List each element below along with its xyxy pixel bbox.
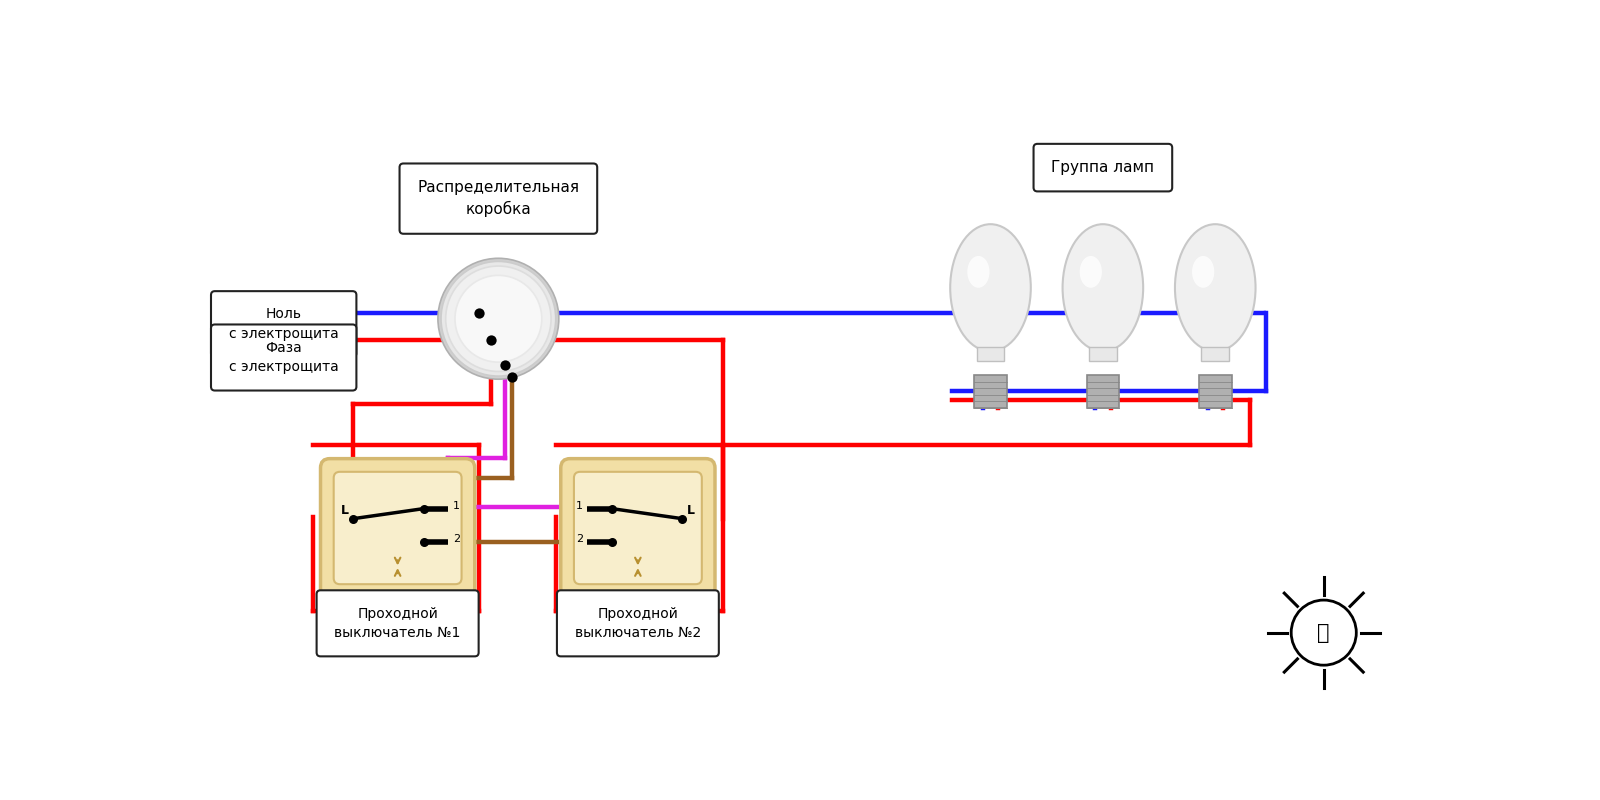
Text: L: L	[686, 504, 694, 517]
FancyBboxPatch shape	[1090, 347, 1117, 362]
Text: Проходной
выключатель №2: Проходной выключатель №2	[574, 606, 701, 640]
Text: 2: 2	[576, 534, 584, 544]
Text: Группа ламп: Группа ламп	[1051, 160, 1154, 175]
FancyBboxPatch shape	[334, 472, 461, 584]
Bar	[974, 375, 1006, 408]
Circle shape	[438, 258, 558, 379]
Point	[478, 334, 504, 346]
FancyBboxPatch shape	[1202, 347, 1229, 362]
Point	[411, 535, 437, 548]
Point	[670, 512, 696, 525]
Point	[491, 359, 517, 372]
Text: Ноль
с электрощита: Ноль с электрощита	[229, 307, 339, 341]
FancyBboxPatch shape	[211, 291, 357, 357]
Circle shape	[454, 275, 542, 362]
FancyBboxPatch shape	[317, 590, 478, 656]
Text: 1: 1	[576, 501, 584, 510]
Text: 1: 1	[453, 501, 461, 510]
Text: 2: 2	[453, 534, 461, 544]
Point	[411, 502, 437, 515]
Text: Проходной
выключатель №1: Проходной выключатель №1	[334, 606, 461, 640]
FancyBboxPatch shape	[211, 325, 357, 390]
Text: 🤜: 🤜	[1317, 622, 1330, 642]
FancyBboxPatch shape	[400, 163, 597, 234]
Point	[598, 535, 624, 548]
Ellipse shape	[968, 256, 989, 288]
FancyBboxPatch shape	[574, 472, 702, 584]
Point	[466, 307, 491, 320]
Bar	[1198, 375, 1232, 408]
FancyBboxPatch shape	[320, 458, 475, 598]
FancyBboxPatch shape	[976, 347, 1005, 362]
Bar	[1086, 375, 1118, 408]
Ellipse shape	[1080, 256, 1102, 288]
Point	[499, 370, 525, 383]
Circle shape	[442, 262, 555, 376]
Text: L: L	[341, 504, 349, 517]
Point	[598, 502, 624, 515]
Ellipse shape	[1192, 256, 1214, 288]
Ellipse shape	[1174, 224, 1256, 351]
Ellipse shape	[1062, 224, 1142, 351]
Text: Фаза
с электрощита: Фаза с электрощита	[229, 341, 339, 374]
FancyBboxPatch shape	[1034, 144, 1173, 191]
FancyBboxPatch shape	[560, 458, 715, 598]
Ellipse shape	[950, 224, 1030, 351]
Point	[341, 512, 366, 525]
Circle shape	[1291, 600, 1357, 665]
Text: Распределительная
коробка: Распределительная коробка	[418, 180, 579, 218]
FancyBboxPatch shape	[557, 590, 718, 656]
Circle shape	[446, 266, 550, 371]
